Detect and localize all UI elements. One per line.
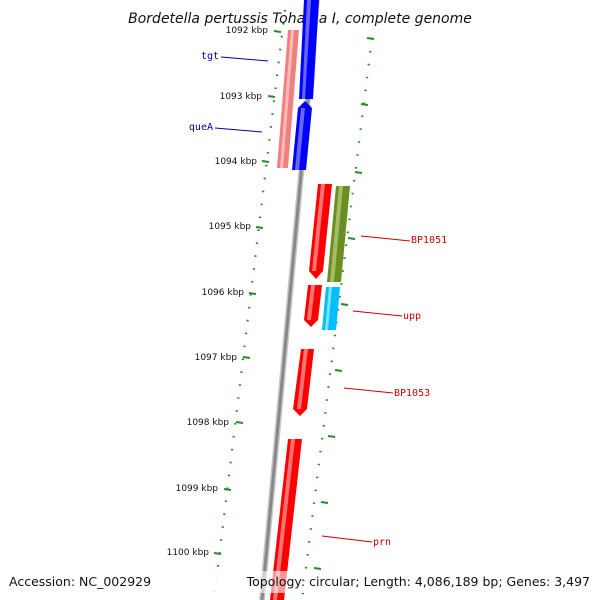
tick-track-left	[212, 9, 287, 600]
leader-queA	[214, 127, 263, 133]
backbone-line	[260, 0, 319, 600]
feature-cyan-cds[interactable]	[322, 287, 340, 330]
gene-prn-arrow[interactable]	[270, 439, 302, 600]
tick-label: 1093 kbp	[220, 92, 263, 102]
tick-label: 1094 kbp	[215, 157, 258, 167]
feature-pink-cds[interactable]	[277, 30, 299, 168]
tick-label: 1095 kbp	[209, 222, 252, 232]
gene-label-BP1053[interactable]: BP1053	[394, 388, 430, 399]
gene-label-queA[interactable]: queA	[189, 122, 213, 133]
leader-upp	[352, 310, 403, 317]
leader-BP1053	[343, 387, 394, 394]
gene-queA-arrow[interactable]	[292, 101, 312, 170]
leader-BP1051	[360, 235, 411, 242]
gene-upp-arrow[interactable]	[304, 285, 322, 327]
label-leaders	[214, 56, 411, 543]
genome-backbone	[259, 0, 320, 600]
gene-tgt-arrow[interactable]	[299, 0, 319, 99]
tick-label: 1096 kbp	[202, 288, 245, 298]
genome-summary-text: Topology: circular; Length: 4,086,189 bp…	[246, 574, 590, 589]
major-ticks-right	[313, 37, 375, 570]
feature-olive-cds[interactable]	[327, 186, 350, 282]
map-title: Bordetella pertussis Tohama I, complete …	[128, 11, 472, 27]
leader-tgt	[220, 56, 269, 62]
tick-label: 1092 kbp	[226, 26, 269, 36]
gene-labels: tgt queA BP1051 upp BP1053 prn	[189, 51, 447, 548]
gene-label-BP1051[interactable]: BP1051	[411, 235, 447, 246]
tick-label: 1100 kbp	[167, 548, 210, 558]
gene-label-upp[interactable]: upp	[403, 311, 421, 322]
tick-labels: 1092 kbp 1093 kbp 1094 kbp 1095 kbp 1096…	[167, 26, 269, 558]
tick-label: 1098 kbp	[187, 418, 230, 428]
gene-label-prn[interactable]: prn	[373, 537, 391, 548]
gene-label-tgt[interactable]: tgt	[201, 51, 219, 62]
tick-label: 1099 kbp	[176, 484, 219, 494]
footer: Accession: NC_002929 Topology: circular;…	[0, 571, 600, 593]
gene-BP1051-arrow[interactable]	[309, 184, 332, 279]
tick-label: 1097 kbp	[195, 353, 238, 363]
gene-BP1053-arrow[interactable]	[293, 349, 314, 416]
major-ticks-left	[213, 30, 282, 555]
leader-prn	[321, 535, 373, 543]
accession-text: Accession: NC_002929	[9, 574, 151, 589]
